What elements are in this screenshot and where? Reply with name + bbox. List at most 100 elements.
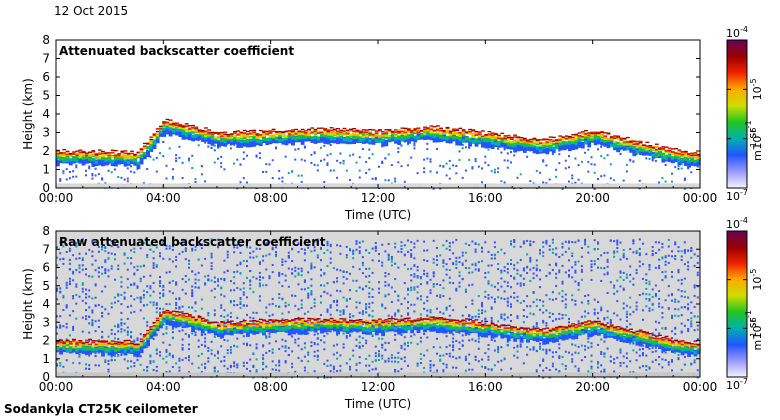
noise-speckle	[204, 283, 207, 286]
noise-speckle	[564, 167, 567, 170]
backscatter-cell	[188, 314, 192, 316]
backscatter-cell	[287, 329, 292, 336]
noise-speckle	[136, 269, 139, 271]
noise-speckle	[165, 361, 168, 364]
noise-speckle	[181, 161, 184, 164]
backscatter-cell	[188, 131, 192, 135]
backscatter-cell	[194, 126, 199, 129]
noise-speckle	[268, 350, 271, 352]
noise-speckle	[233, 344, 236, 347]
noise-speckle	[390, 258, 393, 261]
noise-speckle	[181, 329, 184, 332]
noise-speckle	[677, 167, 680, 170]
surface-return	[471, 183, 476, 188]
backscatter-cell	[400, 319, 405, 322]
backscatter-cell	[191, 320, 195, 323]
noise-speckle	[159, 285, 161, 288]
backscatter-cell	[226, 321, 231, 324]
noise-speckle	[239, 181, 242, 184]
noise-speckle	[165, 164, 168, 167]
noise-speckle	[258, 156, 261, 159]
backscatter-cell	[123, 160, 128, 167]
backscatter-cell	[223, 133, 228, 135]
backscatter-cell	[616, 145, 621, 153]
noise-speckle	[226, 314, 229, 317]
noise-speckle	[62, 172, 65, 175]
noise-speckle	[326, 292, 329, 295]
noise-speckle	[94, 354, 97, 357]
surface-return	[194, 372, 199, 377]
backscatter-cell	[400, 325, 405, 329]
noise-speckle	[448, 242, 451, 244]
surface-return	[149, 372, 154, 377]
noise-speckle	[448, 314, 451, 317]
backscatter-cell	[323, 326, 328, 333]
backscatter-cell	[336, 134, 340, 137]
backscatter-cell	[407, 130, 411, 132]
noise-speckle	[329, 169, 332, 172]
backscatter-cell	[107, 347, 112, 350]
noise-speckle	[448, 159, 451, 162]
noise-speckle	[365, 172, 368, 174]
backscatter-cell	[609, 138, 614, 141]
backscatter-cell	[249, 136, 253, 140]
noise-speckle	[394, 333, 397, 336]
surface-return	[188, 183, 192, 188]
backscatter-cell	[461, 139, 466, 143]
backscatter-cell	[236, 138, 241, 141]
backscatter-cell	[287, 137, 292, 144]
backscatter-cell	[671, 156, 675, 159]
noise-speckle	[384, 157, 387, 160]
surface-return	[65, 183, 70, 188]
surface-return	[381, 372, 385, 377]
surface-return	[213, 183, 218, 188]
noise-speckle	[139, 238, 142, 241]
backscatter-cell	[133, 154, 138, 157]
noise-speckle	[142, 264, 145, 267]
surface-return	[123, 372, 128, 377]
surface-return	[78, 372, 83, 377]
backscatter-cell	[136, 162, 141, 169]
noise-speckle	[204, 180, 207, 183]
backscatter-cell	[85, 157, 89, 164]
noise-speckle	[81, 287, 84, 290]
noise-speckle	[297, 344, 300, 347]
noise-speckle	[468, 284, 471, 287]
backscatter-cell	[217, 324, 221, 326]
surface-return	[159, 183, 163, 188]
noise-speckle	[352, 315, 355, 318]
noise-speckle	[229, 316, 232, 318]
noise-speckle	[278, 177, 281, 180]
backscatter-cell	[358, 325, 363, 329]
noise-speckle	[371, 177, 374, 180]
noise-speckle	[387, 342, 390, 344]
noise-speckle	[455, 256, 458, 259]
backscatter-cell	[332, 129, 337, 131]
backscatter-cell	[130, 345, 134, 348]
backscatter-cell	[110, 151, 115, 154]
noise-speckle	[468, 146, 471, 149]
backscatter-cell	[191, 128, 195, 131]
backscatter-cell	[114, 348, 118, 351]
surface-return	[365, 372, 369, 377]
backscatter-cell	[339, 323, 344, 327]
backscatter-cell	[68, 158, 73, 166]
backscatter-cell	[336, 132, 340, 136]
backscatter-cell	[246, 136, 250, 138]
noise-speckle	[316, 254, 319, 257]
backscatter-cell	[65, 156, 70, 159]
backscatter-cell	[400, 135, 405, 139]
backscatter-cell	[303, 326, 308, 329]
backscatter-cell	[91, 341, 96, 344]
backscatter-cell	[597, 132, 601, 134]
backscatter-cell	[271, 136, 276, 140]
backscatter-cell	[580, 131, 585, 133]
surface-return	[117, 372, 121, 377]
backscatter-cell	[358, 323, 363, 326]
backscatter-cell	[426, 322, 431, 326]
backscatter-cell	[558, 142, 563, 145]
backscatter-cell	[455, 328, 460, 332]
noise-speckle	[168, 354, 171, 357]
backscatter-cell	[268, 323, 273, 326]
noise-speckle	[310, 291, 313, 294]
